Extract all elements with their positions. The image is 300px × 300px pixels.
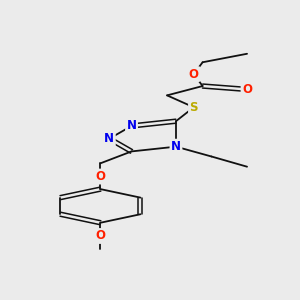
Text: N: N xyxy=(104,132,114,145)
Text: O: O xyxy=(189,68,199,81)
Text: O: O xyxy=(95,170,105,183)
Text: O: O xyxy=(242,83,252,96)
Text: N: N xyxy=(127,119,136,132)
Text: S: S xyxy=(190,101,198,114)
Text: N: N xyxy=(171,140,181,153)
Text: O: O xyxy=(95,230,105,242)
